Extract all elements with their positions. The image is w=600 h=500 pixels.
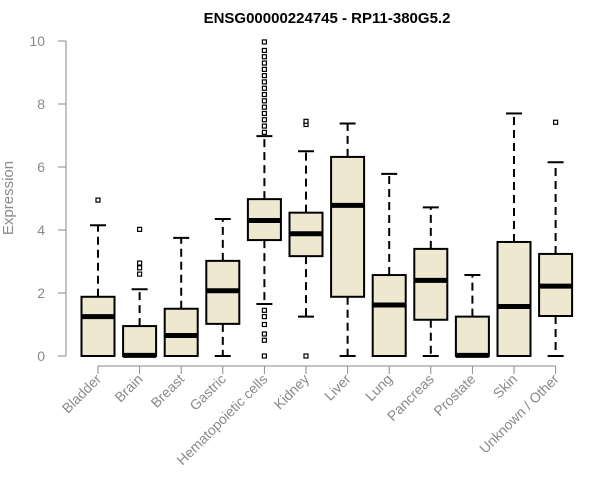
box-skin <box>496 112 532 357</box>
outlier-point <box>261 331 267 337</box>
box-unknown-other <box>538 119 574 357</box>
y-tick-label: 4 <box>37 222 45 238</box>
box-iqr <box>371 274 407 358</box>
box-iqr <box>496 240 532 357</box>
outlier-point <box>303 118 309 124</box>
x-tick-label: Prostate <box>430 371 478 419</box>
outlier-point <box>261 353 267 359</box>
box-breast <box>163 236 199 357</box>
box-kidney <box>288 118 324 359</box>
x-tick-label: Unknown / Other <box>476 371 562 457</box>
box-gastric <box>205 217 241 357</box>
y-tick-label: 8 <box>37 96 45 112</box>
outlier-point <box>261 129 267 135</box>
outlier-point <box>137 226 143 232</box>
box-lung <box>371 172 407 358</box>
box-bladder <box>80 197 116 357</box>
outlier-point <box>261 47 267 54</box>
outlier-point <box>261 307 267 313</box>
x-tick-label: Skin <box>490 371 521 402</box>
outlier-point <box>303 353 309 359</box>
plot-area <box>80 39 574 359</box>
y-tick-label: 10 <box>29 33 45 49</box>
outlier-point <box>261 54 267 60</box>
outlier-point <box>261 79 267 85</box>
y-axis-label: Expression <box>0 161 17 235</box>
outlier-point <box>261 321 267 328</box>
chart-title: ENSG00000224745 - RP11-380G5.2 <box>204 10 451 27</box>
x-tick-label: Brain <box>111 371 145 405</box>
box-iqr <box>454 315 490 357</box>
outlier-point <box>552 119 559 125</box>
outlier-point <box>137 260 143 266</box>
box-iqr <box>80 295 116 357</box>
y-tick-label: 2 <box>37 285 45 301</box>
outlier-point <box>261 91 267 98</box>
outlier-point <box>261 39 267 45</box>
y-tick-label: 6 <box>37 159 45 175</box>
box-pancreas <box>413 206 449 357</box>
box-brain <box>122 226 158 358</box>
outlier-point <box>95 197 101 203</box>
outlier-point <box>261 117 267 123</box>
box-iqr <box>163 307 199 357</box>
outlier-point <box>261 66 267 72</box>
outlier-point <box>261 85 267 91</box>
outlier-point <box>261 60 267 66</box>
x-tick-label: Kidney <box>271 371 313 413</box>
box-iqr <box>413 247 449 321</box>
outlier-point <box>261 314 267 320</box>
y-axis: 0 2 4 6 8 10 <box>29 33 67 364</box>
outlier-point <box>261 73 267 79</box>
outlier-point <box>261 110 267 117</box>
outlier-point <box>137 265 143 271</box>
box-iqr <box>122 325 158 358</box>
box-liver <box>330 122 366 357</box>
y-tick-label: 0 <box>37 348 45 364</box>
outlier-point <box>137 271 143 277</box>
x-tick-label: Lung <box>362 371 395 404</box>
outlier-point <box>261 98 267 104</box>
box-iqr <box>330 155 366 298</box>
box-prostate <box>454 274 490 358</box>
box-hematopoietic-cells <box>246 39 282 359</box>
x-tick-label: Bladder <box>59 371 105 417</box>
outlier-point <box>261 104 267 110</box>
outlier-point <box>261 123 267 129</box>
x-tick-label: Liver <box>321 371 354 404</box>
outlier-point <box>261 337 267 343</box>
x-tick-label: Breast <box>147 371 187 411</box>
